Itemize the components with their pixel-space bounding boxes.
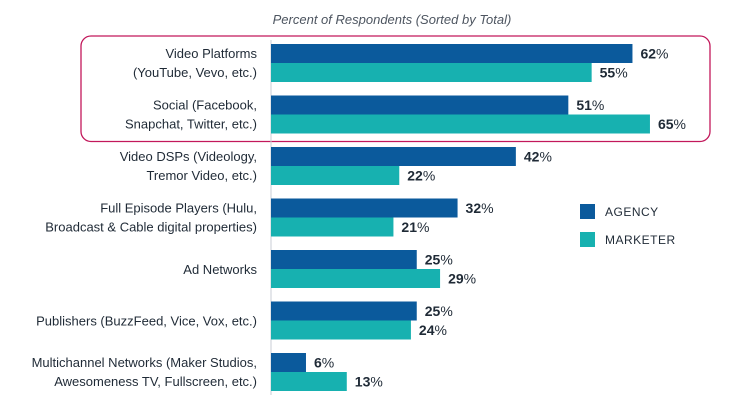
bar-agency <box>271 147 516 166</box>
data-label: 22% <box>407 168 435 184</box>
data-label: 29% <box>448 271 476 287</box>
legend-swatch-marketer <box>580 232 595 247</box>
category-label: Multichannel Networks (Maker Studios, <box>32 355 257 370</box>
category-label: Snapchat, Twitter, etc.) <box>125 117 257 132</box>
category-label: Social (Facebook, <box>153 98 257 113</box>
category-label: Video Platforms <box>165 46 257 61</box>
category-label: Full Episode Players (Hulu, <box>100 201 257 216</box>
bar-marketer <box>271 114 650 134</box>
bar-marketer <box>271 372 347 391</box>
bar-agency <box>271 198 458 218</box>
data-label: 51% <box>576 97 604 113</box>
bar-agency <box>271 44 633 63</box>
data-label: 32% <box>466 200 494 216</box>
chart-subtitle: Percent of Respondents (Sorted by Total) <box>273 12 512 27</box>
bar-marketer <box>271 320 411 340</box>
data-label: 62% <box>640 46 668 62</box>
bar-agency <box>271 353 306 372</box>
bar-agency <box>271 95 569 115</box>
data-label: 13% <box>355 374 383 390</box>
bar-agency <box>271 250 417 269</box>
legend-label-agency: AGENCY <box>605 205 659 219</box>
category-label: Broadcast & Cable digital properties) <box>45 220 257 235</box>
category-label: Ad Networks <box>183 262 257 277</box>
bar-marketer <box>271 217 394 237</box>
data-label: 65% <box>658 116 686 132</box>
category-label: Publishers (BuzzFeed, Vice, Vox, etc.) <box>36 314 257 329</box>
category-label: Video DSPs (Videology, <box>120 149 257 164</box>
data-label: 21% <box>401 219 429 235</box>
bar-agency <box>271 301 417 321</box>
data-label: 6% <box>314 355 334 371</box>
category-label: Awesomeness TV, Fullscreen, etc.) <box>54 374 257 389</box>
category-label: (YouTube, Vevo, etc.) <box>133 65 257 80</box>
legend-label-marketer: MARKETER <box>605 233 676 247</box>
legend-swatch-agency <box>580 204 595 219</box>
bar-marketer <box>271 166 400 185</box>
data-label: 24% <box>419 322 447 338</box>
data-label: 25% <box>425 303 453 319</box>
data-label: 25% <box>425 252 453 268</box>
category-label: Tremor Video, etc.) <box>146 168 257 183</box>
data-label: 55% <box>600 65 628 81</box>
bar-marketer <box>271 63 592 82</box>
data-label: 42% <box>524 149 552 165</box>
bar-marketer <box>271 269 441 288</box>
highlight-box <box>80 35 711 143</box>
